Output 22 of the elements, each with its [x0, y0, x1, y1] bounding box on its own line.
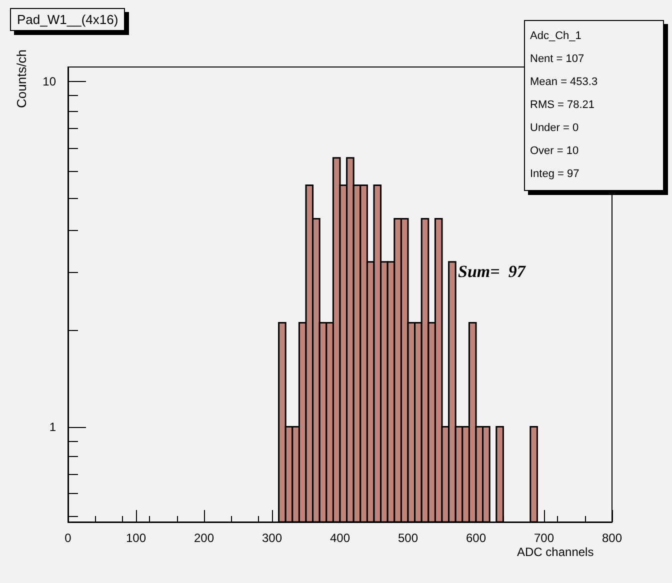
x-tick-label: 200	[194, 531, 214, 545]
x-tick-label: 800	[602, 531, 622, 545]
chart-title: Pad_W1__(4x16)	[10, 8, 126, 31]
x-tick-label: 100	[126, 531, 146, 545]
x-tick-label: 600	[466, 531, 486, 545]
y-axis-title: Counts/ch	[14, 48, 29, 108]
annotation: Mean = 453.3	[530, 75, 599, 90]
x-axis-title: ADC channels	[517, 545, 594, 559]
x-tick-label: 0	[64, 531, 72, 545]
annotation: RMS = 78.21	[530, 98, 596, 113]
annotation: Under = 0	[530, 121, 580, 136]
y-tick-label: 10	[42, 74, 56, 88]
annotation: Integ = 97	[530, 167, 580, 182]
text: Adc_Ch_1	[530, 30, 582, 42]
x-tick-label: 500	[398, 531, 418, 545]
y-tick-label: 1	[49, 420, 56, 434]
x-tick-label: 300	[262, 531, 282, 545]
x-tick-label: 400	[330, 531, 350, 545]
text: Nent = 107	[530, 53, 584, 65]
annotation: Sum= 97	[458, 262, 526, 282]
annotation: Over = 10	[530, 144, 580, 159]
x-tick-label: 700	[534, 531, 554, 545]
